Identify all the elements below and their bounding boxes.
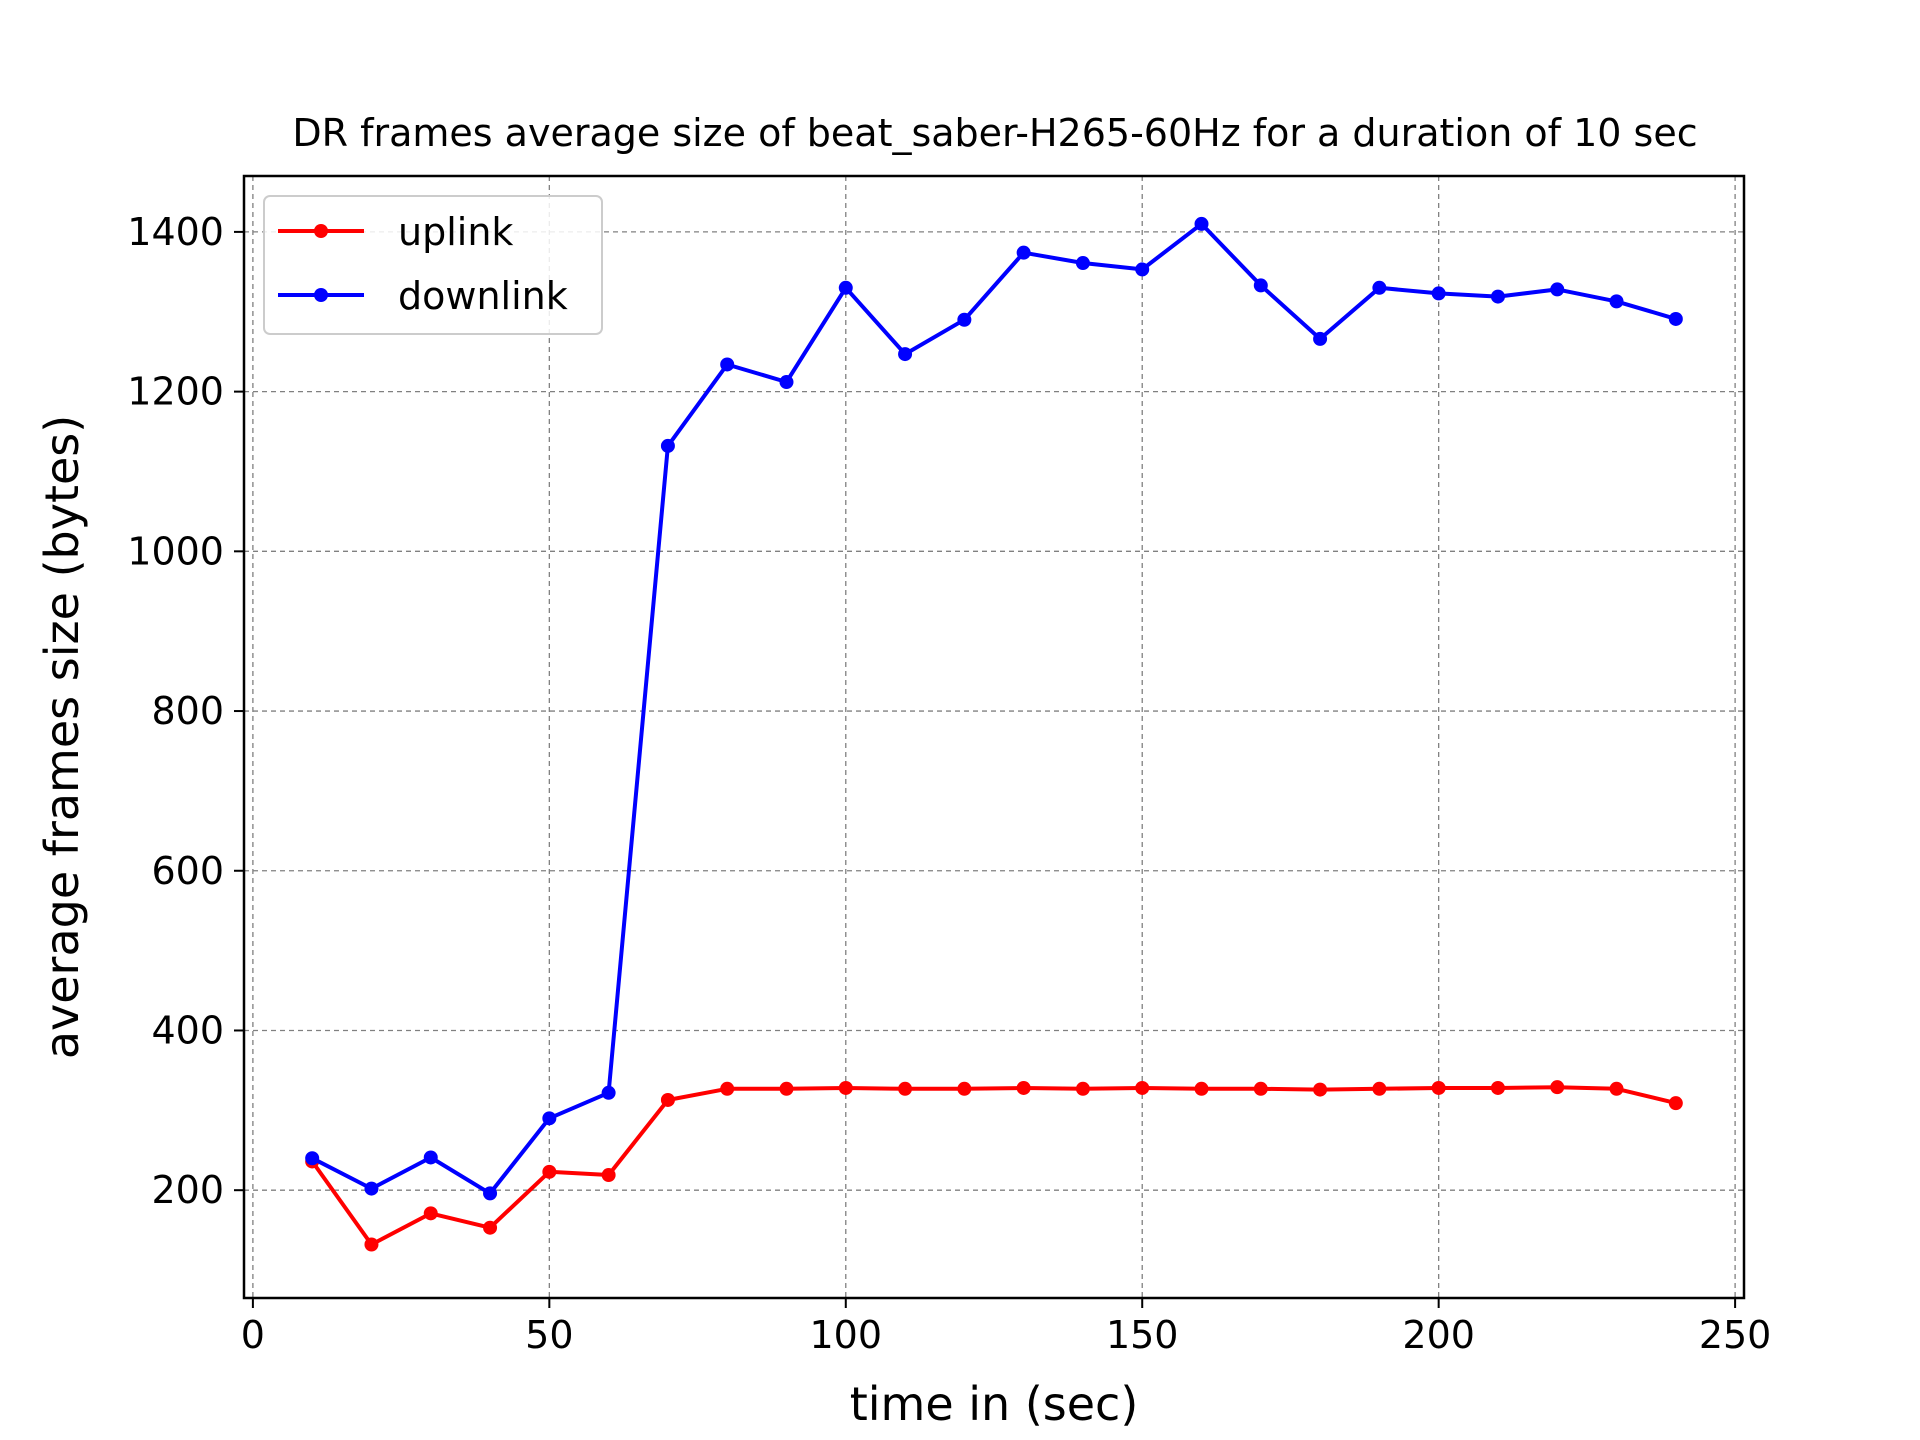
data-point-downlink — [1372, 280, 1387, 295]
y-tick-label: 1200 — [127, 370, 224, 414]
data-point-uplink — [601, 1168, 616, 1183]
data-point-uplink — [1431, 1080, 1446, 1095]
y-tick-label: 200 — [151, 1168, 224, 1212]
data-point-downlink — [542, 1111, 557, 1126]
data-point-downlink — [305, 1151, 320, 1166]
series-downlink — [305, 216, 1683, 1201]
x-tick-label: 250 — [1699, 1313, 1772, 1357]
data-point-downlink — [1075, 256, 1090, 271]
data-point-uplink — [1253, 1081, 1268, 1096]
data-point-uplink — [720, 1081, 735, 1096]
data-point-downlink — [364, 1181, 379, 1196]
data-point-downlink — [1253, 278, 1268, 293]
series-line-downlink — [311, 221, 1677, 1196]
data-point-uplink — [898, 1081, 913, 1096]
data-point-uplink — [1075, 1081, 1090, 1096]
plot-frame — [242, 174, 1746, 1300]
x-tick-label: 200 — [1402, 1313, 1475, 1357]
data-point-uplink — [1550, 1080, 1565, 1095]
data-point-uplink — [1609, 1081, 1624, 1096]
data-point-uplink — [1135, 1080, 1150, 1095]
data-point-downlink — [660, 438, 675, 453]
data-point-downlink — [1550, 282, 1565, 297]
x-tick-label: 150 — [1106, 1313, 1179, 1357]
data-point-downlink — [601, 1085, 616, 1100]
data-point-uplink — [1194, 1081, 1209, 1096]
chart-title: DR frames average size of beat_saber-H26… — [292, 111, 1697, 155]
data-point-downlink — [1668, 311, 1683, 326]
axis-ticks: 0 50 100 150 200 250 200 400 600 800 1000 1200 1400 — [127, 210, 1771, 1357]
data-point-uplink — [483, 1220, 498, 1235]
data-point-uplink — [364, 1237, 379, 1252]
grid-lines — [244, 176, 1744, 1298]
data-point-downlink — [1016, 245, 1031, 260]
data-point-downlink — [1490, 289, 1505, 304]
series-line-uplink — [310, 1085, 1677, 1247]
y-tick-label: 600 — [151, 849, 224, 893]
legend-marker-uplink — [314, 224, 328, 238]
legend-label-downlink: downlink — [398, 274, 568, 318]
data-point-downlink — [1609, 294, 1624, 309]
y-tick-label: 800 — [151, 689, 224, 733]
data-point-downlink — [720, 357, 735, 372]
y-tick-label: 400 — [151, 1008, 224, 1052]
data-point-downlink — [1313, 331, 1328, 346]
data-point-uplink — [542, 1164, 557, 1179]
legend-label-uplink: uplink — [398, 210, 513, 254]
data-point-uplink — [1490, 1080, 1505, 1095]
data-point-downlink — [1194, 216, 1209, 231]
data-point-uplink — [957, 1081, 972, 1096]
x-tick-label: 50 — [525, 1313, 573, 1357]
x-tick-label: 100 — [810, 1313, 883, 1357]
y-tick-label: 1400 — [127, 210, 224, 254]
data-point-uplink — [660, 1092, 675, 1107]
data-point-downlink — [957, 312, 972, 327]
data-point-downlink — [423, 1150, 438, 1165]
data-point-downlink — [1431, 286, 1446, 301]
data-point-uplink — [423, 1206, 438, 1221]
data-point-downlink — [483, 1186, 498, 1201]
data-point-uplink — [779, 1081, 794, 1096]
data-point-downlink — [838, 280, 853, 295]
data-point-uplink — [1016, 1080, 1031, 1095]
legend: uplink downlink — [263, 195, 603, 335]
x-tick-label: 0 — [241, 1313, 265, 1357]
x-axis-label: time in (sec) — [850, 1377, 1139, 1431]
y-axis-label: average frames size (bytes) — [35, 415, 89, 1059]
series-layer — [305, 216, 1683, 1252]
data-point-downlink — [1135, 262, 1150, 277]
y-tick-label: 1000 — [127, 529, 224, 573]
data-point-downlink — [779, 375, 794, 390]
data-point-uplink — [1313, 1082, 1328, 1097]
series-uplink — [305, 1080, 1683, 1252]
data-point-uplink — [1668, 1096, 1683, 1111]
legend-marker-downlink — [314, 288, 328, 302]
data-point-uplink — [1372, 1081, 1387, 1096]
data-point-downlink — [898, 347, 913, 362]
data-point-uplink — [838, 1080, 853, 1095]
